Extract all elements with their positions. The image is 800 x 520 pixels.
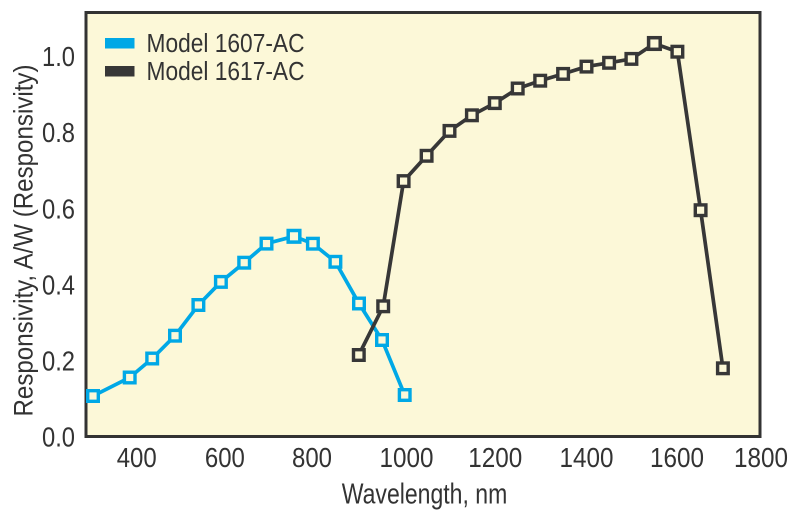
svg-text:1200: 1200 [468,442,522,473]
svg-text:1.0: 1.0 [42,41,75,72]
svg-text:Responsivity, A/W (Responsivit: Responsivity, A/W (Responsivity) [9,65,39,417]
svg-text:1600: 1600 [650,442,704,473]
svg-text:Model 1617-AC: Model 1617-AC [147,58,305,86]
svg-text:1800: 1800 [734,442,788,473]
svg-text:0.4: 0.4 [42,269,75,300]
svg-text:0.6: 0.6 [42,193,75,224]
svg-text:Wavelength, nm: Wavelength, nm [342,479,508,511]
svg-text:0.2: 0.2 [42,346,75,377]
svg-text:1400: 1400 [560,442,614,473]
svg-text:0.0: 0.0 [42,422,75,453]
svg-text:800: 800 [292,442,332,473]
svg-text:600: 600 [205,442,245,473]
svg-text:Model 1607-AC: Model 1607-AC [147,30,305,58]
svg-text:400: 400 [117,442,157,473]
svg-text:0.8: 0.8 [42,117,75,148]
svg-text:1000: 1000 [380,442,434,473]
